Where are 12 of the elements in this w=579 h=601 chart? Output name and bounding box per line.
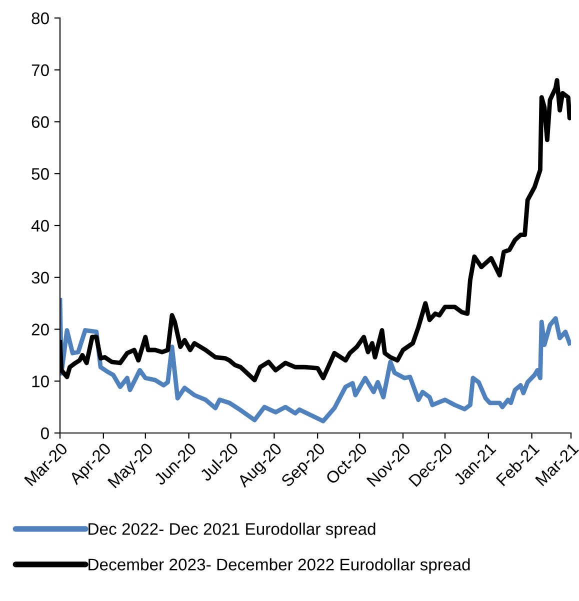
y-tick-label: 20 bbox=[32, 324, 49, 336]
y-tick-label: 30 bbox=[32, 272, 49, 284]
y-tick-label: 70 bbox=[32, 64, 49, 76]
y-tick-label: 40 bbox=[31, 220, 49, 232]
y-tick-label: 80 bbox=[32, 12, 49, 24]
line-series bbox=[60, 298, 571, 424]
y-tick-label: 60 bbox=[32, 116, 49, 128]
y-tick-label: 0 bbox=[40, 427, 49, 440]
y-tick-label: 50 bbox=[32, 168, 49, 180]
legend-label: December 2023- December 2022 Eurodollar spread bbox=[88, 558, 470, 574]
legend-label: Dec 2022- Dec 2021 Eurodollar spread bbox=[88, 522, 376, 538]
y-tick-label: 10 bbox=[32, 376, 49, 388]
